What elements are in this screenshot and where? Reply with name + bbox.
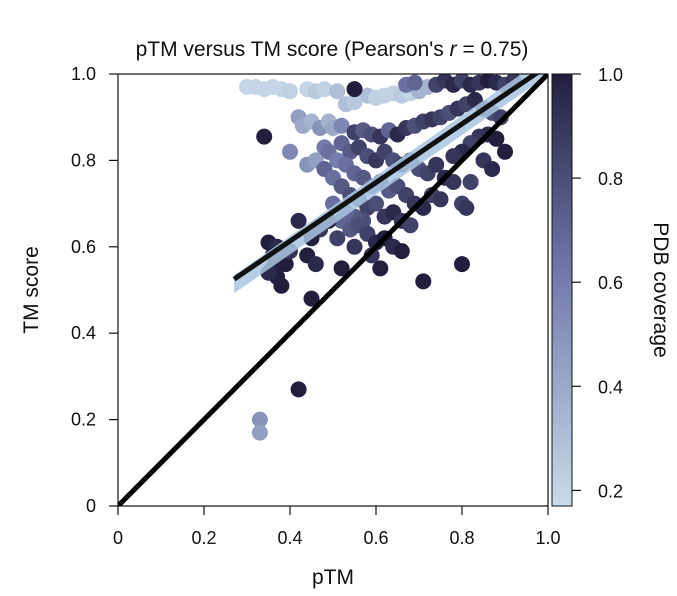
y-tick-label: 0.2 [71, 410, 96, 430]
scatter-point [282, 83, 298, 100]
scatter-point [454, 256, 470, 273]
scatter-point [290, 212, 307, 229]
scatter-point [346, 81, 363, 98]
scatter-point [428, 156, 445, 173]
scatter-point [445, 174, 462, 190]
y-axis-title: TM score [20, 246, 43, 334]
fit-line [232, 74, 540, 282]
scatter-point [303, 290, 320, 307]
scatter-point [333, 117, 350, 134]
scatter-point [251, 424, 268, 441]
scatter-point [402, 217, 419, 234]
plot-frame [117, 73, 549, 507]
scatter-point [393, 243, 410, 260]
colorbar-tick-label: 0.4 [598, 377, 623, 397]
scatter-point [484, 161, 501, 177]
scatter-point [363, 247, 380, 264]
scatter-point [497, 143, 513, 160]
scatter-point [290, 381, 307, 398]
y-tick-label: 0.4 [71, 323, 96, 343]
y-tick-label: 1.0 [71, 64, 96, 84]
scatter-point [333, 260, 350, 277]
scatter-point [462, 174, 479, 190]
colorbar-tick-label: 0.6 [598, 273, 623, 293]
scatter-point [372, 260, 389, 277]
y-tick-label: 0.6 [71, 237, 96, 257]
colorbar-tick-label: 1.0 [598, 65, 623, 85]
scatter-point [273, 277, 290, 294]
scatter-point [346, 94, 363, 111]
scatter-point [432, 191, 449, 208]
x-tick-label: 0.6 [363, 528, 388, 548]
scatter-point [492, 109, 509, 126]
scatter-point [307, 256, 324, 273]
x-tick-label: 0.8 [449, 528, 474, 548]
y-tick-label: 0.8 [71, 150, 96, 170]
scatter-point [316, 81, 333, 98]
scatter-point [406, 74, 423, 91]
trend-lines [118, 74, 548, 506]
scatter-point [329, 230, 346, 247]
x-axis-title: pTM [312, 566, 354, 589]
scatter-point [415, 273, 432, 290]
colorbar-tick-label: 0.2 [598, 481, 623, 501]
scatter-point [251, 411, 268, 428]
scatter-point [346, 238, 363, 255]
colorbar-tick-label: 0.8 [598, 169, 623, 189]
scatter-point [445, 148, 462, 165]
colorbar [551, 73, 573, 507]
scatter-points [239, 74, 522, 441]
scatter-point [488, 130, 505, 147]
fit-confidence-band [234, 74, 548, 294]
x-tick-label: 0 [113, 528, 123, 548]
x-axis-ticks: 0 0.2 0.4 0.6 0.8 1.0 [113, 506, 561, 548]
colorbar-title: PDB coverage [649, 222, 672, 357]
y-axis-ticks: 0 0.2 0.4 0.6 0.8 1.0 [71, 64, 118, 516]
scatter-point [256, 128, 273, 145]
x-tick-label: 0.4 [277, 528, 302, 548]
x-tick-label: 1.0 [535, 528, 560, 548]
scatter-point [458, 199, 475, 216]
identity-line [118, 74, 548, 506]
colorbar-ticks: 0.2 0.4 0.6 0.8 1.0 [572, 65, 623, 501]
scatter-point [282, 143, 298, 160]
scatter-point [368, 195, 384, 212]
scatter-point [329, 83, 346, 100]
x-tick-label: 0.2 [191, 528, 216, 548]
y-tick-label: 0 [86, 496, 96, 516]
chart-title: pTM versus TM score (Pearson's r = 0.75) [136, 38, 529, 61]
